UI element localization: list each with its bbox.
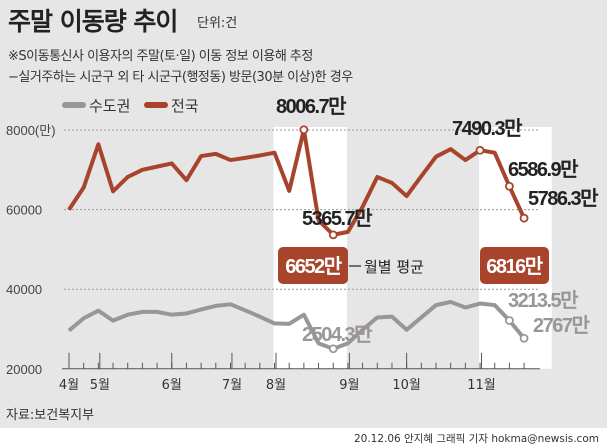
x-tick-label: 8월 [266, 378, 286, 393]
note-line-1: ※S이동통신사 이용자의 주말(토·일) 이동 정보 이용해 추정 [8, 49, 313, 64]
data-point-marker [504, 316, 514, 325]
y-tick-label: 8000(만) [6, 123, 56, 138]
x-tick-label: 9월 [339, 378, 359, 393]
data-point-marker [504, 181, 514, 191]
avg-badge-nov [480, 247, 549, 284]
credit-line: 20.12.06 안지혜 그래픽 기자 hokma@newsis.com [353, 433, 599, 445]
unit-label: 단위:건 [197, 16, 238, 31]
x-tick-label: 5월 [90, 378, 110, 393]
capital-series-line [67, 299, 526, 351]
y-tick-label: 60000 [6, 203, 42, 218]
label-capital-min: 2504.3만 [302, 323, 373, 346]
x-tick-label: 6월 [162, 378, 182, 393]
avg-value-nov: 6816만 [486, 255, 543, 278]
avg-badge-aug [278, 247, 348, 284]
data-point-marker [299, 125, 309, 135]
y-tick-label: 20000 [6, 362, 42, 377]
x-tick-label: 10월 [392, 378, 421, 393]
data-point-marker [475, 145, 485, 155]
x-tick-label: 4월 [59, 378, 79, 393]
x-tick-label: 7월 [222, 378, 242, 393]
data-point-marker [328, 344, 338, 354]
note-line-2: −실거주하는 시군구 외 타 시군구(행정동) 방문(30분 이상)한 경우 [8, 70, 353, 85]
y-tick-label: 40000 [6, 282, 42, 297]
label-national-max: 8006.7만 [276, 95, 347, 118]
label-national-min: 5365.7만 [302, 207, 373, 230]
legend-label-capital: 수도권 [89, 97, 130, 115]
label-national-last2: 6586.9만 [508, 158, 579, 181]
chart-title: 주말 이동량 추이 [8, 7, 178, 36]
legend-label-national: 전국 [171, 97, 199, 115]
source-note: 자료:보건복지부 [6, 408, 95, 423]
avg-label: 월별 평균 [364, 258, 424, 276]
label-capital-last: 2767만 [533, 314, 590, 337]
data-point-marker [328, 230, 338, 240]
national-series-line [67, 127, 526, 237]
label-capital-last2: 3213.5만 [508, 289, 579, 312]
data-point-marker [519, 333, 529, 343]
data-point-marker [519, 213, 529, 223]
label-national-last: 5786.3만 [528, 187, 599, 210]
label-national-nov: 7490.3만 [452, 117, 523, 140]
avg-value-aug: 6652만 [285, 255, 342, 278]
x-tick-label: 11월 [467, 378, 496, 393]
